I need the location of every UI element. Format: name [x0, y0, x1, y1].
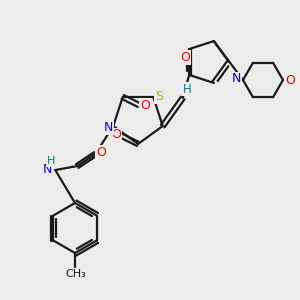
Text: H: H [47, 156, 56, 166]
Text: S: S [155, 91, 163, 103]
Text: O: O [180, 51, 190, 64]
Text: N: N [103, 121, 113, 134]
Text: O: O [285, 74, 295, 86]
Text: N: N [43, 163, 52, 176]
Text: O: O [140, 100, 150, 112]
Text: O: O [111, 128, 121, 142]
Text: N: N [231, 73, 241, 85]
Text: CH₃: CH₃ [66, 269, 86, 279]
Text: H: H [183, 82, 192, 95]
Text: O: O [96, 146, 106, 158]
